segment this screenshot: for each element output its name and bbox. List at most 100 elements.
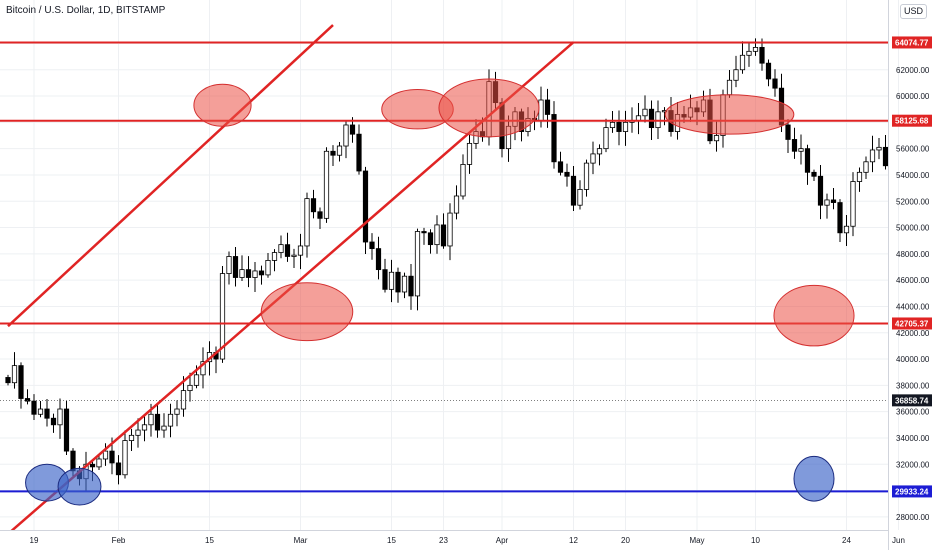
level-label-bg (892, 485, 932, 498)
marker-circle-blue (793, 455, 835, 502)
price-tick-label: 52000.00 (896, 197, 930, 206)
price-tick-label: 28000.00 (896, 513, 930, 522)
candle-down (89, 463, 96, 468)
candle-up (226, 256, 232, 274)
last-price-label-bg (892, 394, 932, 407)
candle-down (349, 124, 356, 135)
level-label: 58125.68 (895, 117, 929, 126)
candle-down (63, 408, 70, 452)
candle-up (323, 150, 330, 219)
candle-down (317, 211, 323, 219)
candle-down (648, 108, 655, 129)
candle-up (609, 121, 616, 129)
candle-down (811, 171, 817, 177)
candle-up (122, 440, 128, 476)
candle-down (109, 450, 115, 464)
candle-up (596, 148, 603, 155)
candle-down (785, 124, 791, 140)
candle-up (890, 151, 894, 165)
candle-up (193, 374, 200, 386)
candle-up (460, 164, 466, 197)
candle-up (271, 252, 278, 261)
candle-down (24, 398, 31, 402)
price-tick-label: 32000.00 (896, 460, 930, 469)
trend-line (7, 24, 334, 328)
candle-down (44, 408, 50, 419)
time-tick-label: 15 (205, 536, 214, 545)
candle-up (297, 245, 304, 256)
candle-down (245, 269, 252, 278)
candle-down (791, 139, 798, 152)
candle-up (824, 199, 830, 206)
price-tick-label: 40000.00 (896, 355, 930, 364)
candle-up (726, 79, 733, 96)
candle-up (863, 161, 869, 173)
candle-down (817, 175, 824, 206)
candle-up (102, 450, 109, 460)
candle-up (538, 99, 544, 122)
candle-down (356, 133, 362, 172)
level-label-bg (892, 36, 932, 49)
candle-up (603, 127, 609, 150)
candle-up (252, 270, 258, 278)
candle-down (382, 269, 388, 290)
candle-down (154, 413, 161, 431)
marker-circle-red (438, 78, 540, 138)
candle-up (343, 124, 349, 147)
candle-up (304, 198, 310, 247)
price-tick-label: 50000.00 (896, 224, 930, 233)
candle-up (388, 271, 395, 290)
level-label-bg (892, 317, 932, 330)
candle-up (583, 162, 590, 190)
candle-down (31, 400, 37, 415)
last-price-label: 36858.74 (895, 396, 929, 405)
time-tick-label: 20 (621, 536, 630, 545)
candle-up (128, 434, 135, 441)
time-tick-label: Feb (112, 536, 126, 545)
candle-up (37, 408, 44, 415)
candle-down (427, 232, 434, 246)
candle-up (843, 225, 850, 234)
candle-up (96, 458, 102, 468)
candle-down (616, 121, 622, 132)
candle-down (330, 150, 336, 156)
candle-down (115, 462, 122, 476)
candle-up (239, 269, 245, 278)
candle-down (765, 62, 772, 80)
time-tick-label: 23 (439, 536, 448, 545)
candle-down (421, 231, 427, 234)
candle-up (746, 50, 752, 56)
candle-down (564, 171, 570, 177)
candle-up (187, 384, 193, 392)
candle-down (804, 148, 811, 173)
candle-up (453, 195, 460, 214)
candle-down (395, 271, 401, 293)
candle-up (739, 54, 746, 71)
candle-up (57, 408, 63, 426)
candle-up (642, 108, 648, 117)
candle-up (174, 408, 180, 415)
candle-down (18, 365, 24, 399)
price-tick-label: 36000.00 (896, 408, 930, 417)
price-tick-label: 54000.00 (896, 171, 930, 180)
candle-up (869, 149, 876, 163)
price-tick-label: 44000.00 (896, 302, 930, 311)
level-label-bg (892, 114, 932, 127)
candle-up (414, 231, 421, 297)
candle-down (369, 241, 375, 249)
candle-up (856, 171, 863, 182)
time-tick-label: Jun (892, 536, 905, 545)
candle-down (830, 199, 837, 203)
candle-up (200, 361, 206, 376)
price-tick-label: 62000.00 (896, 66, 930, 75)
chart-title: Bitcoin / U.S. Dollar, 1D, BITSTAMP (6, 5, 166, 16)
level-label: 29933.24 (895, 487, 929, 496)
candle-up (167, 413, 174, 427)
candle-up (798, 148, 804, 152)
candle-down (759, 46, 765, 64)
candle-up (161, 425, 167, 431)
currency-button[interactable]: USD (900, 4, 928, 19)
candle-down (5, 377, 11, 384)
